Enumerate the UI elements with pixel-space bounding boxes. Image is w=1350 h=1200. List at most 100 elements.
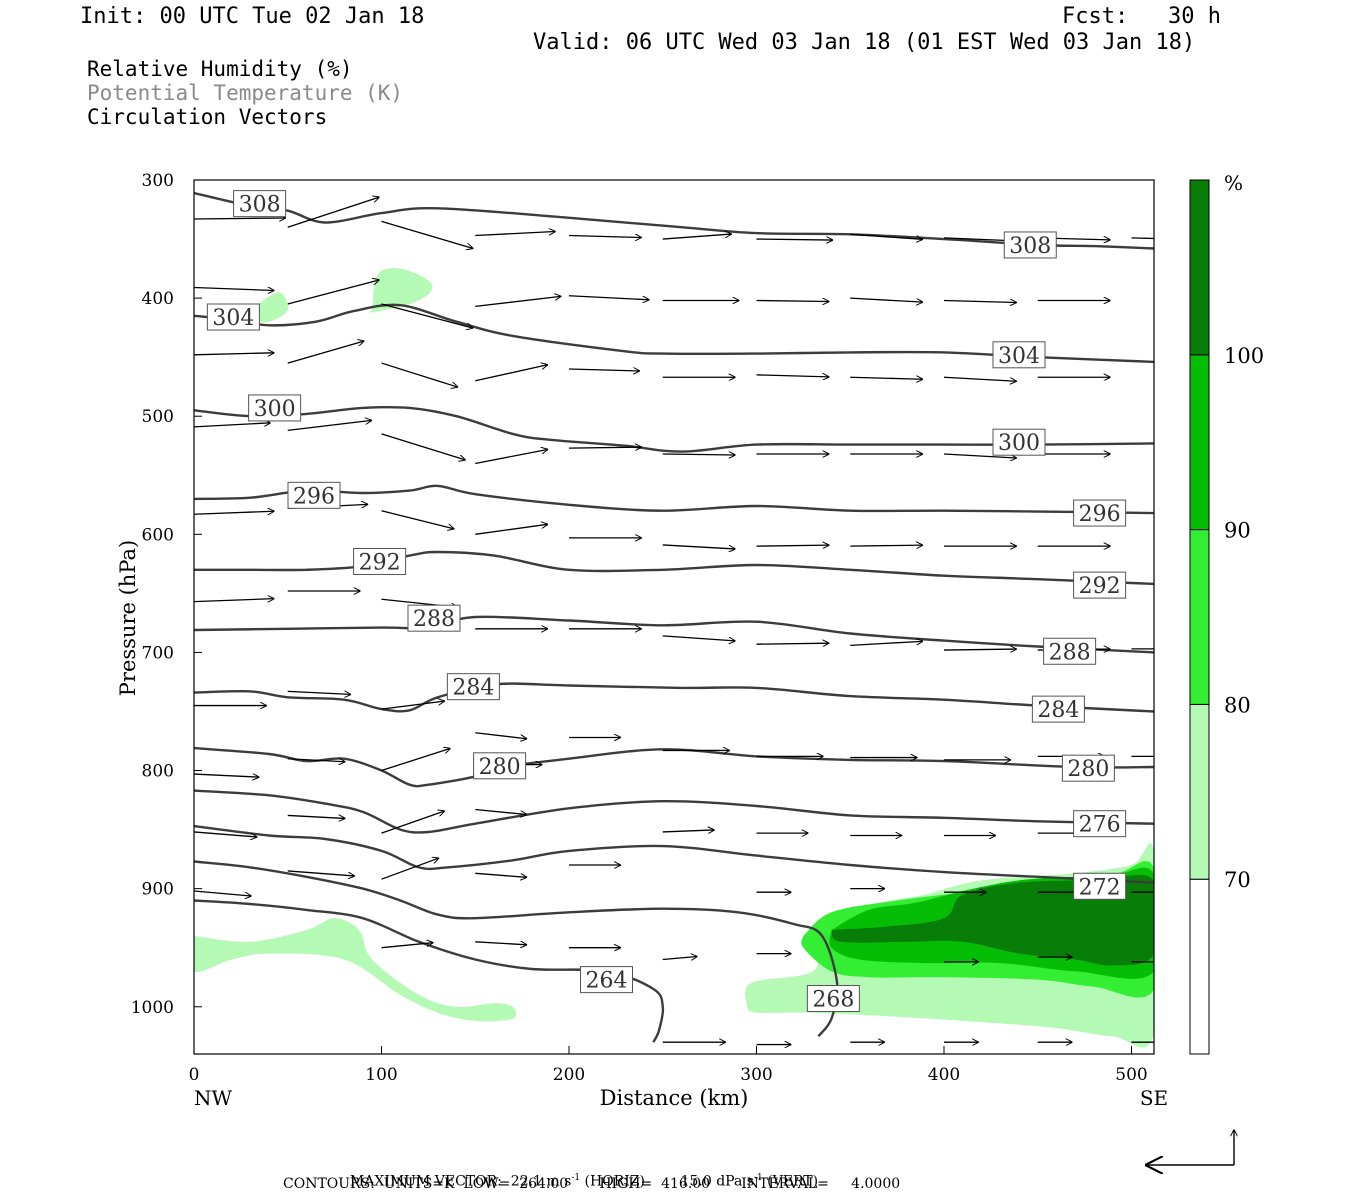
- circulation-vector: [381, 749, 450, 772]
- x-tick-label: 100: [365, 1065, 397, 1085]
- theta-line-300: [194, 405, 1154, 453]
- circulation-vector: [194, 599, 274, 602]
- circulation-vector: [662, 830, 714, 832]
- circulation-vector: [381, 701, 445, 710]
- circulation-vector: [850, 545, 922, 546]
- circulation-vector: [568, 369, 639, 371]
- theta-label: 300: [998, 431, 1040, 456]
- y-tick-label: 800: [142, 762, 174, 782]
- theta-label-box: [248, 394, 302, 422]
- circulation-vector: [662, 957, 697, 960]
- theta-contour-labels: 308 308 304 304 300 300 296 296 292 292 288 288 284 2…: [206, 190, 1127, 1012]
- circulation-vector: [475, 365, 547, 382]
- circulation-vector: [943, 376, 1016, 381]
- y-tick-label: 300: [142, 171, 174, 191]
- theta-label: 268: [812, 987, 854, 1012]
- circulation-vector: [756, 375, 829, 377]
- colorbar-label: 100: [1224, 344, 1264, 368]
- theta-label-box: [407, 604, 461, 632]
- plot-frame: [193, 179, 1155, 1055]
- theta-label: 296: [293, 484, 335, 509]
- circulation-vector: [475, 808, 526, 815]
- theta-label: 308: [1009, 234, 1051, 259]
- theta-label-box: [1073, 571, 1127, 599]
- theta-label: 280: [1067, 757, 1109, 782]
- rh-region-70: [369, 268, 433, 313]
- theta-label-box: [1073, 810, 1127, 838]
- theta-label-box: [206, 303, 260, 331]
- theta-label: 280: [479, 755, 521, 780]
- circulation-vector: [943, 453, 1016, 458]
- circulation-vector: [287, 420, 372, 432]
- max-vector-suffix: (VERT): [762, 1173, 819, 1190]
- circulation-vector: [475, 296, 561, 308]
- circulation-vector: [287, 691, 351, 694]
- circulation-vector: [194, 511, 274, 514]
- theta-label: 292: [1079, 574, 1121, 599]
- theta-label-box: [473, 752, 527, 780]
- theta-line-292: [194, 550, 1154, 586]
- theta-label: 300: [254, 397, 296, 422]
- circulation-vector: [850, 377, 922, 379]
- theta-label-box: [446, 673, 500, 701]
- colorbar-band: [1189, 703, 1210, 880]
- circulation-vector: [287, 759, 345, 762]
- circulation-vector: [568, 447, 641, 448]
- circulation-vector: [568, 295, 649, 300]
- y-tick-label: 400: [142, 289, 174, 309]
- circulation-vector: [381, 433, 466, 460]
- theta-label-box: [992, 428, 1046, 456]
- contour-info: CONTOURS: UNITS=K LOW= 264.00 HIGH= 416.…: [283, 1176, 901, 1192]
- max-vector-vert: (HORIZ) 15.0 dPa s: [580, 1173, 754, 1190]
- theta-label-box: [1003, 231, 1057, 259]
- theta-line-304: [194, 303, 1154, 364]
- colorbar-band: [1189, 354, 1210, 531]
- x-end-label-nw: NW: [194, 1086, 233, 1110]
- circulation-vector: [475, 449, 547, 465]
- theta-label-box: [1073, 499, 1127, 527]
- theta-line-264: [194, 899, 665, 1043]
- circulation-vector: [194, 423, 270, 428]
- y-axis-title: Pressure (hPa): [116, 540, 140, 696]
- theta-label-box: [233, 190, 287, 218]
- init-time: Init: 00 UTC Tue 02 Jan 18: [80, 4, 425, 29]
- colorbar-unit: %: [1224, 171, 1243, 195]
- circulation-vector: [850, 233, 922, 239]
- circulation-vector: [194, 890, 251, 896]
- theta-line-272: [194, 824, 1154, 884]
- circulation-vector: [943, 300, 1016, 302]
- circulation-vector: [662, 234, 731, 240]
- theta-label: 284: [1037, 698, 1079, 723]
- circulation-vector: [475, 732, 526, 739]
- colorbar-label: 90: [1224, 519, 1251, 543]
- forecast-hour: Fcst: 30 h: [1062, 4, 1221, 29]
- circulation-vector: [381, 362, 458, 387]
- circulation-vector: [194, 287, 274, 290]
- colorbar-label: 80: [1224, 693, 1251, 717]
- theta-line-280: [194, 746, 1154, 788]
- theta-label-box: [806, 984, 860, 1012]
- y-tick-label: 600: [142, 525, 174, 545]
- theta-label: 264: [586, 969, 628, 994]
- circulation-vector: [475, 872, 526, 877]
- theta-label-box: [1031, 695, 1085, 723]
- theta-label-box: [353, 547, 407, 575]
- theta-label: 304: [212, 306, 254, 331]
- x-tick-label: 500: [1115, 1065, 1147, 1085]
- circulation-vector: [287, 280, 379, 305]
- colorbar-band: [1189, 529, 1210, 705]
- horiz-exponent: -1: [571, 1173, 581, 1183]
- circulation-vector: [662, 454, 735, 455]
- colorbar-band: [1189, 878, 1210, 1055]
- theta-label-box: [992, 341, 1046, 369]
- vert-exponent: -1: [753, 1173, 763, 1183]
- legend-vectors: Circulation Vectors: [87, 105, 328, 129]
- theta-label-box: [1043, 637, 1097, 665]
- circulation-vector: [475, 524, 547, 535]
- theta-contours: [194, 191, 1154, 1043]
- theta-line-276: [194, 789, 1154, 834]
- rh-shading: [194, 268, 1154, 1048]
- circulation-vector: [194, 831, 257, 837]
- circulation-vector: [287, 341, 364, 364]
